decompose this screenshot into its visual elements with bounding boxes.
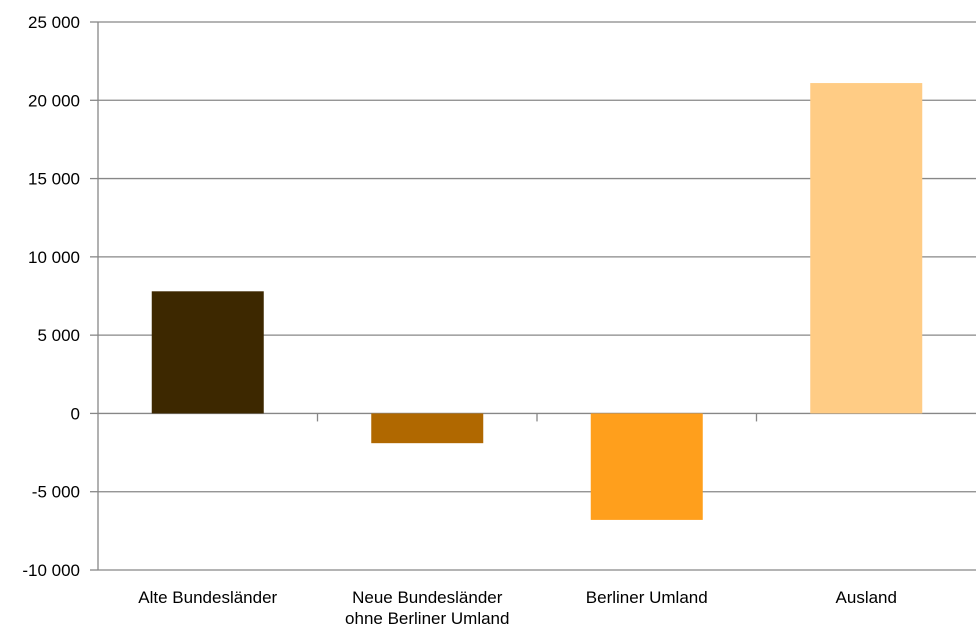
y-axis-ticks: -10 000 -5 000 0 5 000 10 000 15 000 20 000 25 … <box>22 13 80 580</box>
y-tick-label: 25 000 <box>28 13 80 32</box>
bars <box>151 83 923 520</box>
bar <box>151 291 264 414</box>
y-tick-label: 20 000 <box>28 91 80 110</box>
y-tick-label: 10 000 <box>28 248 80 267</box>
x-tick-label: Neue Bundesländer ohne Berliner Umland <box>345 588 509 628</box>
x-axis-ticks: Alte Bundesländer Neue Bundesländer ohne B… <box>138 588 897 628</box>
y-tick-label: 0 <box>71 404 80 423</box>
x-tick-label: Ausland <box>836 588 897 607</box>
x-tick-label: Berliner Umland <box>586 588 708 607</box>
bar <box>810 83 923 414</box>
y-tick-label: 15 000 <box>28 170 80 189</box>
bar <box>590 413 703 520</box>
y-tick-label: 5 000 <box>37 326 80 345</box>
y-tick-label: -10 000 <box>22 561 80 580</box>
y-tick-label: -5 000 <box>32 483 80 502</box>
x-tick-label: Alte Bundesländer <box>138 588 277 607</box>
bar <box>371 413 484 444</box>
